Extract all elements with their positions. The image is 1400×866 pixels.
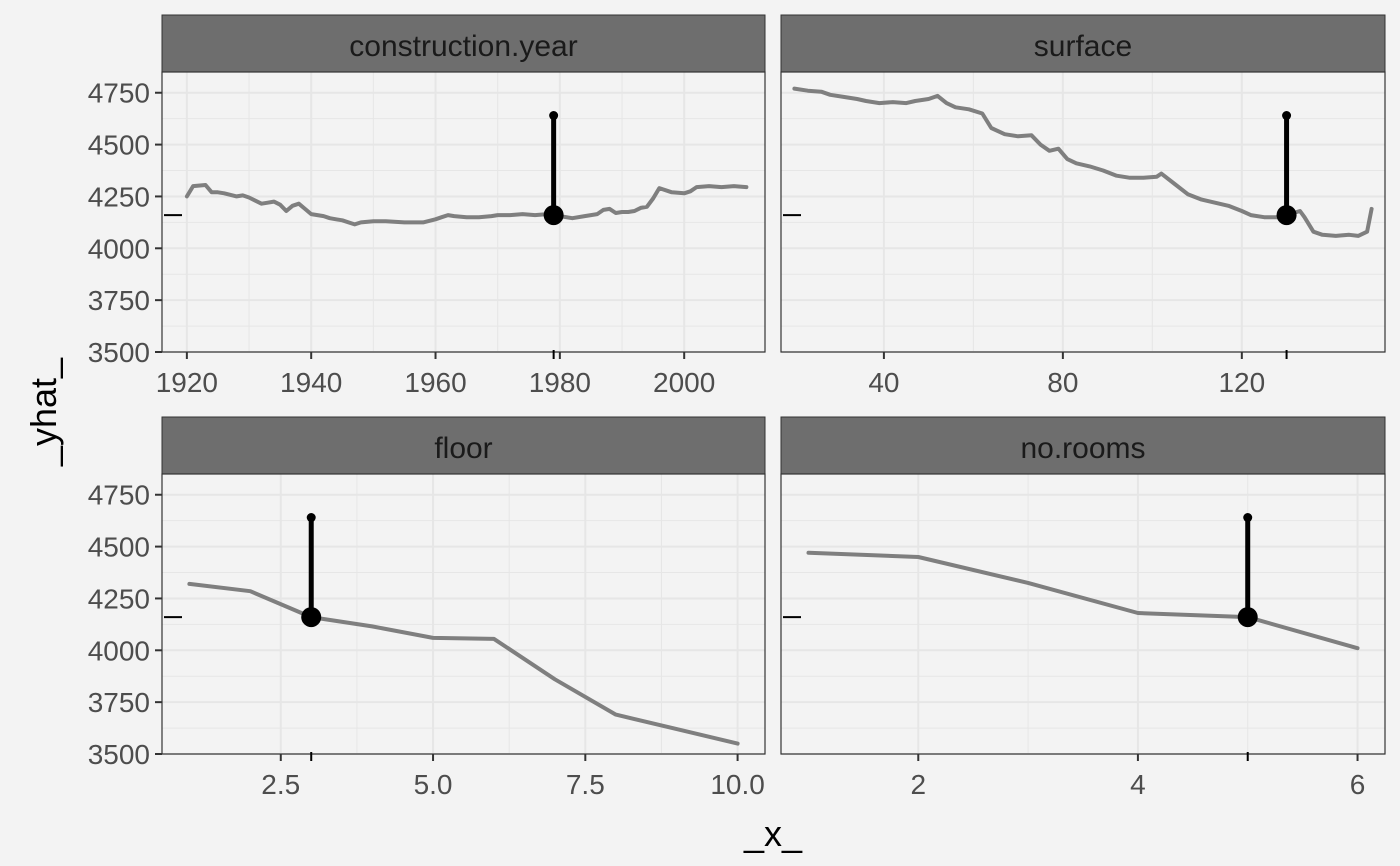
x-tick-label: 10.0 <box>710 769 765 800</box>
panel-floor: floor 2.5 5.0 7.5 10.0 3500 3750 4000 4250 4500 47… <box>88 416 766 800</box>
x-axis-title: _x_ <box>743 813 803 854</box>
strip-label: floor <box>434 432 492 465</box>
y-tick-label: 4750 <box>88 480 150 511</box>
strip-label: construction.year <box>349 30 577 63</box>
y-axis-title: _yhat_ <box>23 357 64 467</box>
x-tick-label: 2000 <box>653 367 715 398</box>
strip-background <box>780 416 1386 475</box>
x-tick-label: 1980 <box>529 367 591 398</box>
strip-background <box>161 416 766 475</box>
y-tick-label: 3500 <box>88 337 150 368</box>
y-tick-label: 3750 <box>88 285 150 316</box>
observation-point <box>301 607 322 628</box>
y-tick-label: 4250 <box>88 181 150 212</box>
x-tick-label: 7.5 <box>566 769 605 800</box>
y-tick-label: 4750 <box>88 78 150 109</box>
x-tick-label: 120 <box>1218 367 1265 398</box>
observation-point <box>543 205 564 226</box>
x-tick-label: 5.0 <box>414 769 453 800</box>
observation-point <box>1237 607 1258 628</box>
y-tick-label: 4500 <box>88 532 150 563</box>
strip-label: no.rooms <box>1020 432 1145 465</box>
strip-background <box>161 14 766 73</box>
x-tick-label: 2 <box>910 769 926 800</box>
panel-border <box>161 71 766 353</box>
panel-background <box>162 474 765 754</box>
y-tick-label: 3750 <box>88 687 150 718</box>
y-tick-label: 4000 <box>88 233 150 264</box>
series-line <box>184 183 749 227</box>
x-tick-label: 1940 <box>280 367 342 398</box>
x-tick-label: 4 <box>1130 769 1146 800</box>
original-point <box>549 111 559 121</box>
panel-background <box>162 72 765 352</box>
original-point <box>306 513 316 523</box>
strip-background <box>780 14 1386 73</box>
panel-background <box>781 474 1385 754</box>
panel-border <box>161 473 766 755</box>
x-tick-label: 2.5 <box>261 769 300 800</box>
y-tick-label: 4000 <box>88 635 150 666</box>
original-point <box>1282 111 1292 121</box>
series-line <box>806 550 1360 651</box>
panel-border <box>780 71 1386 353</box>
x-tick-label: 6 <box>1350 769 1366 800</box>
panel-construction-year: construction.year 1920 1940 1960 1980 2000 350… <box>88 14 766 398</box>
series-line <box>187 581 740 746</box>
x-tick-label: 40 <box>868 367 899 398</box>
y-tick-label: 4250 <box>88 583 150 614</box>
strip-label: surface <box>1034 30 1132 63</box>
y-tick-label: 4500 <box>88 130 150 161</box>
x-tick-label: 1920 <box>156 367 218 398</box>
x-tick-label: 1960 <box>404 367 466 398</box>
observation-point <box>1276 205 1297 226</box>
panel-border <box>780 473 1386 755</box>
panel-surface: surface 40 80 120 <box>780 14 1386 398</box>
panel-no-rooms: no.rooms 2 4 6 <box>780 416 1386 800</box>
original-point <box>1243 513 1253 523</box>
y-tick-label: 3500 <box>88 739 150 770</box>
x-tick-label: 80 <box>1047 367 1078 398</box>
